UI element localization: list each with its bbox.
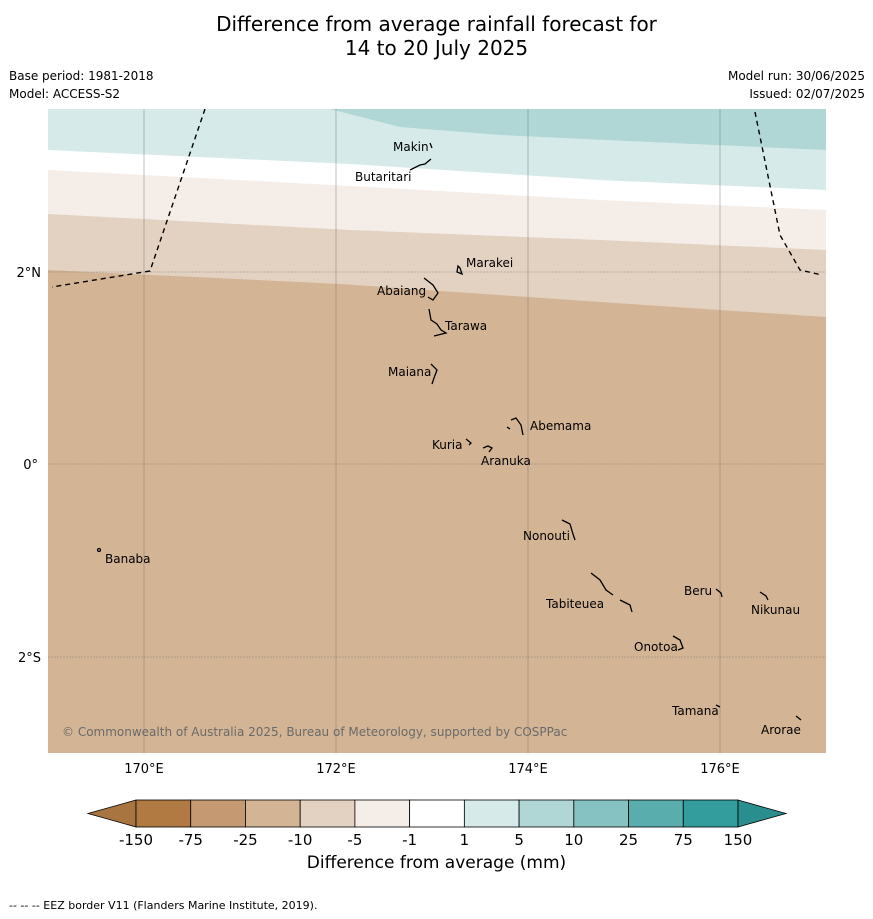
- map-area: Makin Butaritari Marakei Abaiang Tarawa …: [48, 109, 826, 753]
- island-label-onotoa: Onotoa: [634, 640, 678, 654]
- colorbar-tick-label: -25: [233, 831, 258, 849]
- chart-title: Difference from average rainfall forecas…: [0, 12, 873, 60]
- colorbar-tick-label: 5: [514, 831, 524, 849]
- island-shape-butaritari: [409, 158, 432, 171]
- island-outlines: [96, 142, 802, 721]
- island-shape-tamana: [715, 704, 721, 708]
- model-run: Model run: 30/06/2025: [727, 69, 865, 83]
- island-labels: Makin Butaritari Marakei Abaiang Tarawa …: [105, 140, 801, 737]
- island-shape-kuria: [465, 438, 472, 446]
- lat-label-0: 0°: [23, 458, 38, 473]
- island-shape-nonouti: [561, 519, 576, 541]
- colorbar-segment: [628, 799, 684, 828]
- island-shape-tarawa: [428, 308, 448, 337]
- colorbar-segment: [463, 799, 520, 828]
- colorbar-extend-high: [737, 799, 788, 828]
- colorbar-tick-label: -1: [402, 831, 417, 849]
- lon-label-170: 170°E: [124, 762, 164, 777]
- colorbar-tick-label: -75: [178, 831, 203, 849]
- footer-note: -- -- -- EEZ border V11 (Flanders Marine…: [9, 899, 318, 912]
- island-label-marakei: Marakei: [466, 256, 513, 270]
- island-label-kuria: Kuria: [432, 438, 463, 452]
- model-name: Model: ACCESS-S2: [9, 87, 121, 101]
- island-label-butaritari: Butaritari: [355, 170, 412, 184]
- island-label-abaiang: Abaiang: [377, 284, 426, 298]
- gridlines: [48, 109, 826, 753]
- colorbar-tick-label: -5: [347, 831, 362, 849]
- colorbar-tick-label: 150: [724, 831, 753, 849]
- colorbar-segment: [135, 799, 192, 828]
- island-label-tabiteuea: Tabiteuea: [545, 597, 604, 611]
- colorbar-tick-label: 10: [564, 831, 583, 849]
- colorbar-segment: [245, 799, 301, 828]
- band-10-25: [330, 109, 826, 150]
- eez-borders: [51, 109, 823, 288]
- island-label-tamana: Tamana: [671, 704, 719, 718]
- island-shape-marakei: [456, 264, 464, 276]
- island-label-banaba: Banaba: [105, 552, 151, 566]
- lon-label-172: 172°E: [316, 762, 356, 777]
- colorbar-segment: [409, 799, 465, 828]
- title-line-2: 14 to 20 July 2025: [344, 36, 529, 60]
- axis-labels: 170°E 172°E 174°E 176°E 2°N 0° 2°S: [17, 266, 740, 777]
- colorbar-tick-label: 25: [619, 831, 638, 849]
- base-period: Base period: 1981-2018: [9, 69, 154, 83]
- island-label-maiana: Maiana: [388, 365, 431, 379]
- copyright-notice: © Commonwealth of Australia 2025, Bureau…: [62, 725, 567, 739]
- colorbar-tick-label: 75: [674, 831, 693, 849]
- lat-label-2s: 2°S: [18, 651, 41, 666]
- lon-label-176: 176°E: [700, 762, 740, 777]
- island-label-makin: Makin: [393, 140, 429, 154]
- lon-label-174: 174°E: [508, 762, 548, 777]
- eez-border-west: [51, 109, 206, 288]
- island-shape-abemama: [506, 417, 524, 436]
- island-shape-tabiteuea: [590, 572, 633, 613]
- island-label-abemama: Abemama: [530, 419, 591, 433]
- island-shape-aranuka: [482, 445, 493, 453]
- island-shape-arorae: [795, 715, 802, 721]
- island-label-aranuka: Aranuka: [481, 454, 531, 468]
- colorbar-segment: [354, 799, 411, 828]
- colorbar-tick-label: 1: [460, 831, 470, 849]
- meta-right: Model run: 30/06/2025 Issued: 02/07/2025: [728, 67, 865, 103]
- colorbar-segment: [682, 799, 739, 828]
- colorbar-title: Difference from average (mm): [306, 853, 567, 873]
- colorbar-extend-low: [86, 799, 137, 828]
- colorbar-tick-label: -150: [119, 831, 153, 849]
- island-label-tarawa: Tarawa: [444, 319, 487, 333]
- island-label-beru: Beru: [684, 584, 712, 598]
- meta-left: Base period: 1981-2018 Model: ACCESS-S2: [9, 67, 154, 103]
- island-shape-nikunau: [759, 591, 769, 601]
- eez-border-east: [754, 111, 823, 276]
- colorbar-segment: [573, 799, 629, 828]
- island-shape-makin: [429, 142, 433, 149]
- colorbar-segment: [190, 799, 246, 828]
- colorbar-segment: [518, 799, 575, 828]
- colorbar: -150 -75 -25 -10 -5 -1 1 5 10 25 75 150: [86, 799, 788, 849]
- issued-date: Issued: 02/07/2025: [749, 87, 865, 101]
- island-label-nonouti: Nonouti: [523, 529, 570, 543]
- colorbar-tick-label: -10: [288, 831, 313, 849]
- island-shape-abaiang: [423, 277, 439, 301]
- island-shape-beru: [715, 588, 723, 598]
- island-shape-banaba: [96, 547, 102, 553]
- colorbar-segment: [299, 799, 356, 828]
- title-line-1: Difference from average rainfall forecas…: [216, 12, 657, 36]
- island-label-arorae: Arorae: [761, 723, 801, 737]
- island-label-nikunau: Nikunau: [751, 603, 800, 617]
- lat-label-2n: 2°N: [17, 266, 42, 281]
- island-shape-maiana: [430, 363, 438, 385]
- island-shape-onotoa: [672, 635, 684, 651]
